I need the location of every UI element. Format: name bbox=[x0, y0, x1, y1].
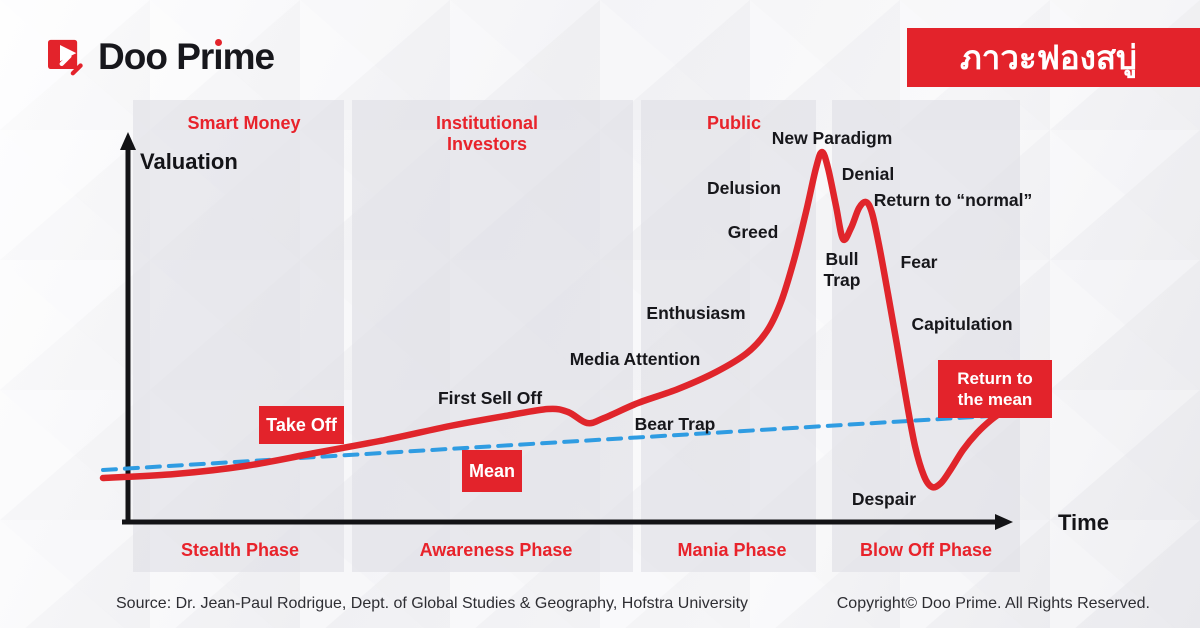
group-label-smart-money: Smart Money bbox=[187, 113, 301, 133]
annotation-media-attention: Media Attention bbox=[569, 349, 701, 369]
brand-text-suffix: me bbox=[222, 36, 275, 77]
phase-label-blow-off: Blow Off Phase bbox=[859, 540, 993, 560]
annotation-greed: Greed bbox=[727, 222, 779, 242]
badge-take-off: Take Off bbox=[259, 406, 344, 444]
brand-dotless-i: ı bbox=[213, 36, 223, 77]
annotation-capitulation: Capitulation bbox=[911, 314, 1013, 334]
annotation-return-to-normal: Return to “normal” bbox=[873, 190, 1033, 210]
annotation-denial: Denial bbox=[841, 164, 895, 184]
x-axis-arrowhead-icon bbox=[995, 514, 1013, 530]
poster-title: ภาวะฟองสบู่ bbox=[960, 39, 1137, 76]
badge-mean: Mean bbox=[462, 450, 522, 492]
annotation-fear: Fear bbox=[900, 252, 938, 272]
title-banner: ภาวะฟองสบู่ bbox=[907, 28, 1200, 87]
annotation-new-paradigm: New Paradigm bbox=[771, 128, 893, 148]
doo-prime-logo: Doo Prı me bbox=[48, 36, 275, 78]
annotation-enthusiasm: Enthusiasm bbox=[646, 303, 746, 323]
y-axis-arrowhead-icon bbox=[120, 132, 136, 150]
band-blow-off-phase bbox=[832, 100, 1020, 572]
phase-label-awareness: Awareness Phase bbox=[419, 540, 573, 560]
annotation-delusion: Delusion bbox=[707, 178, 781, 198]
brand-text-prefix: Doo Pr bbox=[98, 36, 214, 77]
phase-label-mania: Mania Phase bbox=[677, 540, 787, 560]
brand-i-red-dot bbox=[215, 39, 223, 46]
band-mania-phase bbox=[641, 100, 816, 572]
annotation-first-sell-off: First Sell Off bbox=[437, 388, 543, 408]
badge-return-to-the-mean: Return to the mean bbox=[938, 360, 1052, 418]
x-axis-title: Time bbox=[1058, 510, 1109, 535]
group-label-institutional-investors: Institutional Investors bbox=[436, 113, 538, 154]
band-awareness-phase bbox=[352, 100, 633, 572]
group-label-public: Public bbox=[706, 113, 762, 133]
annotation-bear-trap: Bear Trap bbox=[634, 414, 716, 434]
y-axis-title: Valuation bbox=[140, 149, 238, 174]
mean-dashed-line bbox=[101, 414, 992, 472]
badge-return-text: Return to the mean bbox=[957, 369, 1033, 409]
brand-name: Doo Prı me bbox=[98, 36, 275, 77]
band-stealth-phase bbox=[133, 100, 344, 572]
annotation-despair: Despair bbox=[851, 489, 917, 509]
phase-label-stealth: Stealth Phase bbox=[180, 540, 300, 560]
annotation-bull-trap: Bull Trap bbox=[823, 249, 861, 290]
valuation-curve bbox=[99, 148, 1006, 491]
copyright-notice: Copyright© Doo Prime. All Rights Reserve… bbox=[836, 595, 1150, 612]
source-credit: Source: Dr. Jean-Paul Rodrigue, Dept. of… bbox=[116, 595, 749, 612]
doo-prime-logo-icon bbox=[48, 39, 83, 76]
